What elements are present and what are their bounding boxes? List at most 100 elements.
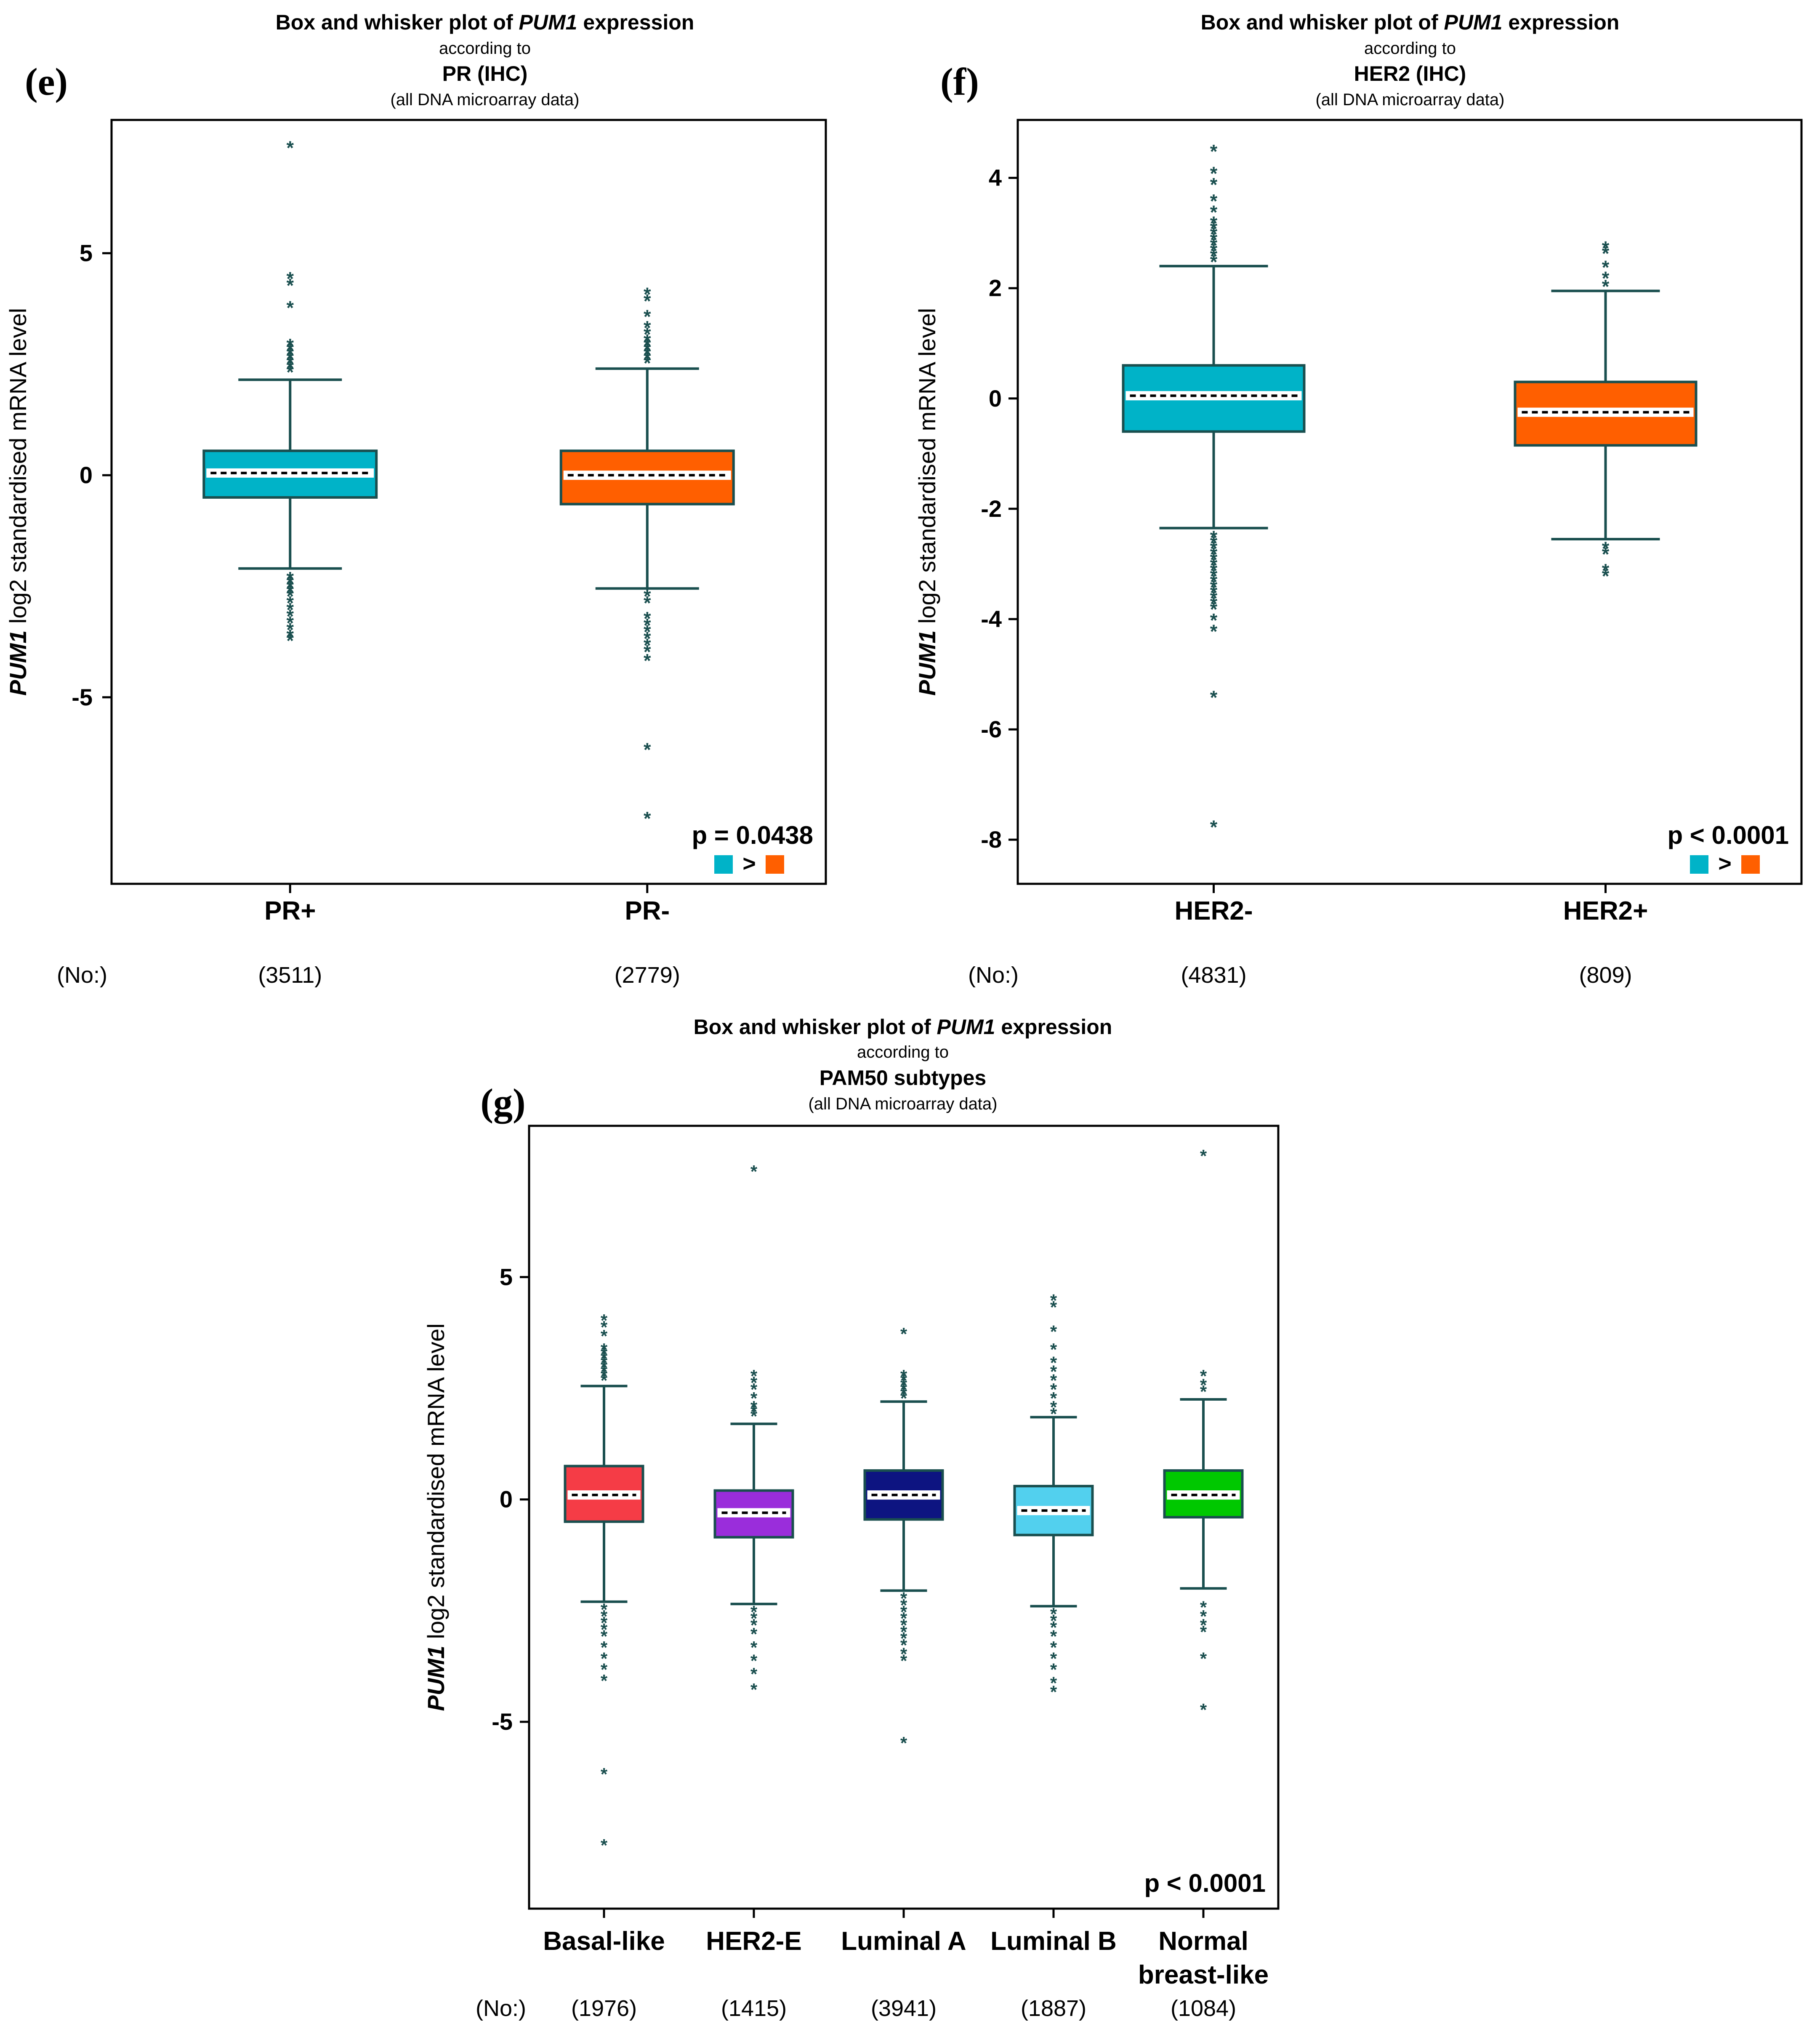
outlier-point: * bbox=[644, 335, 651, 356]
outlier-point: * bbox=[286, 353, 294, 374]
y-tick-label: -4 bbox=[981, 606, 1002, 632]
outlier-point: * bbox=[1210, 141, 1218, 162]
sample-count: (1084) bbox=[1171, 1996, 1236, 2021]
outlier-point: * bbox=[1210, 163, 1218, 184]
outlier-point: * bbox=[1210, 593, 1218, 614]
outlier-point: * bbox=[601, 1620, 608, 1640]
outlier-point: * bbox=[601, 1613, 608, 1633]
outlier-point: * bbox=[1050, 1638, 1057, 1657]
legend-swatch-first bbox=[1690, 855, 1708, 874]
outlier-point: * bbox=[900, 1622, 907, 1642]
x-tick-label: Normal bbox=[1158, 1927, 1248, 1956]
outlier-point: * bbox=[644, 344, 651, 365]
panel-label: (g) bbox=[480, 1081, 525, 1124]
outlier-point: * bbox=[1200, 1622, 1207, 1642]
outlier-point: * bbox=[601, 1317, 608, 1337]
outlier-point: * bbox=[750, 1615, 758, 1635]
outlier-point: * bbox=[286, 626, 294, 647]
outlier-point: * bbox=[644, 650, 651, 672]
outlier-point: * bbox=[900, 1324, 907, 1344]
chart-title: Box and whisker plot of PUM1 expression bbox=[694, 1015, 1112, 1039]
y-tick-label: -8 bbox=[981, 826, 1002, 853]
legend-swatch-first bbox=[714, 855, 733, 874]
outlier-point: * bbox=[1200, 1375, 1207, 1395]
outlier-point: * bbox=[1050, 1617, 1057, 1637]
outlier-point: * bbox=[1200, 1382, 1207, 1401]
outlier-point: * bbox=[1602, 538, 1610, 559]
outlier-point: * bbox=[286, 137, 294, 159]
chart-panel-3: Box and whisker plot of PUM1 expression a… bbox=[423, 1015, 1280, 2021]
outlier-point: * bbox=[1050, 1649, 1057, 1668]
count-row-label: (No:) bbox=[476, 1996, 526, 2021]
outlier-point: * bbox=[1050, 1604, 1057, 1624]
outlier-point: * bbox=[750, 1366, 758, 1386]
outlier-point: * bbox=[1050, 1297, 1057, 1317]
outlier-point: * bbox=[644, 348, 651, 370]
outlier-point: * bbox=[601, 1626, 608, 1646]
outlier-point: * bbox=[644, 593, 651, 614]
outlier-point: * bbox=[601, 1348, 608, 1368]
outlier-point: * bbox=[644, 306, 651, 327]
sample-count: (809) bbox=[1579, 963, 1632, 988]
median-band bbox=[563, 471, 731, 480]
chart-title-line2: according to bbox=[857, 1043, 949, 1061]
chart-title-note: (all DNA microarray data) bbox=[808, 1095, 997, 1113]
outlier-point: * bbox=[286, 357, 294, 378]
outlier-point: * bbox=[286, 344, 294, 365]
panel-label: (e) bbox=[25, 60, 68, 103]
outlier-point: * bbox=[644, 317, 651, 338]
outlier-point: * bbox=[1602, 237, 1610, 259]
box-5: ********** bbox=[1163, 1146, 1244, 1720]
outlier-point: * bbox=[1200, 1649, 1207, 1668]
y-tick-label: 5 bbox=[500, 1263, 513, 1290]
sample-count: (4831) bbox=[1181, 963, 1246, 988]
outlier-point: * bbox=[601, 1649, 608, 1668]
box-1: *********************** bbox=[202, 137, 378, 652]
outlier-point: * bbox=[644, 608, 651, 629]
outlier-point: * bbox=[1210, 538, 1218, 559]
outlier-point: * bbox=[286, 268, 294, 290]
chart-title: Box and whisker plot of PUM1 expression bbox=[276, 11, 694, 34]
outlier-point: * bbox=[644, 739, 651, 761]
box-3: ****************** bbox=[863, 1324, 944, 1753]
outlier-point: * bbox=[644, 808, 651, 829]
chart-title-line2: according to bbox=[439, 39, 531, 58]
outlier-point: * bbox=[1602, 257, 1610, 278]
x-tick-label: Luminal A bbox=[841, 1927, 966, 1956]
legend-swatch-second bbox=[766, 855, 784, 874]
outlier-point: * bbox=[900, 1366, 907, 1386]
outlier-point: * bbox=[644, 324, 651, 345]
outlier-point: * bbox=[1050, 1380, 1057, 1399]
outlier-point: * bbox=[1210, 246, 1218, 267]
box-1: ********************** bbox=[564, 1311, 644, 1855]
count-row-label: (No:) bbox=[968, 963, 1019, 988]
outlier-point: * bbox=[601, 1340, 608, 1359]
outlier-point: * bbox=[1210, 213, 1218, 234]
y-tick-label: -6 bbox=[981, 716, 1002, 742]
outlier-point: * bbox=[1200, 1598, 1207, 1617]
outlier-point: * bbox=[900, 1629, 907, 1649]
box-4: ******************** bbox=[1013, 1291, 1094, 1702]
outlier-point: * bbox=[601, 1326, 608, 1346]
x-tick-label: PR- bbox=[625, 896, 670, 925]
outlier-point: * bbox=[1210, 621, 1218, 642]
x-tick-label: PR+ bbox=[264, 896, 316, 925]
outlier-point: * bbox=[900, 1651, 907, 1671]
outlier-point: * bbox=[286, 348, 294, 370]
outlier-point: * bbox=[900, 1595, 907, 1615]
outlier-point: * bbox=[900, 1371, 907, 1391]
outlier-point: * bbox=[601, 1835, 608, 1855]
outlier-point: * bbox=[1210, 202, 1218, 223]
outlier-point: * bbox=[286, 599, 294, 620]
y-axis-label: PUM1 log2 standardised mRNA level bbox=[423, 1323, 449, 1711]
outlier-point: * bbox=[1050, 1371, 1057, 1391]
y-tick-label: 4 bbox=[989, 165, 1002, 191]
chart-subtitle: PR (IHC) bbox=[442, 62, 528, 85]
outlier-point: * bbox=[750, 1638, 758, 1657]
outlier-point: * bbox=[750, 1162, 758, 1181]
outlier-point: * bbox=[900, 1644, 907, 1664]
box-2: **************** bbox=[713, 1162, 794, 1699]
outlier-point: * bbox=[900, 1609, 907, 1628]
chart-subtitle: HER2 (IHC) bbox=[1354, 62, 1466, 85]
comparison-sign: > bbox=[1718, 851, 1732, 876]
